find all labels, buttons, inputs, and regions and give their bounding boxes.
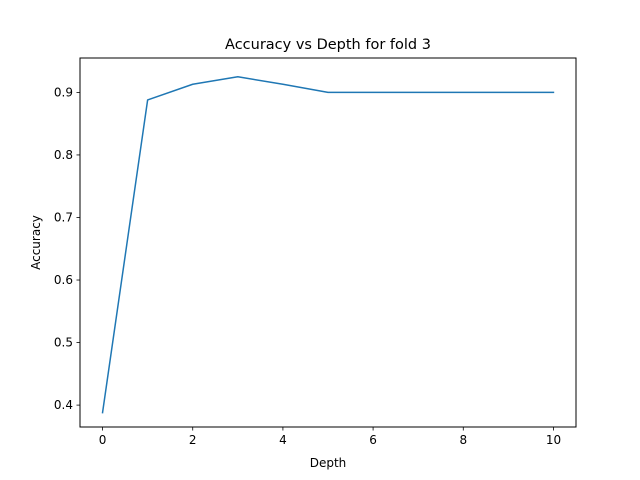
y-axis-label: Accuracy (29, 215, 43, 270)
x-tick-label: 10 (546, 433, 561, 447)
x-axis-label: Depth (310, 456, 347, 470)
x-tick-label: 0 (99, 433, 107, 447)
y-tick-label: 0.5 (54, 336, 73, 350)
x-tick-label: 4 (279, 433, 287, 447)
plot-frame (79, 57, 577, 428)
series-layer (101, 76, 555, 414)
y-tick-label: 0.8 (54, 148, 73, 162)
y-tick-label: 0.4 (54, 398, 73, 412)
y-tick-label: 0.6 (54, 273, 73, 287)
series-line (101, 76, 555, 414)
x-tick-label: 2 (189, 433, 197, 447)
x-tick-label: 8 (459, 433, 467, 447)
x-tick-label: 6 (369, 433, 377, 447)
y-tick-label: 0.7 (54, 210, 73, 224)
y-tick-label: 0.9 (54, 85, 73, 99)
chart-title: Accuracy vs Depth for fold 3 (225, 37, 431, 53)
ticks-layer: 0 2 4 6 8 10 0.4 0.5 0.6 0.7 0.8 0.9 (54, 85, 561, 447)
